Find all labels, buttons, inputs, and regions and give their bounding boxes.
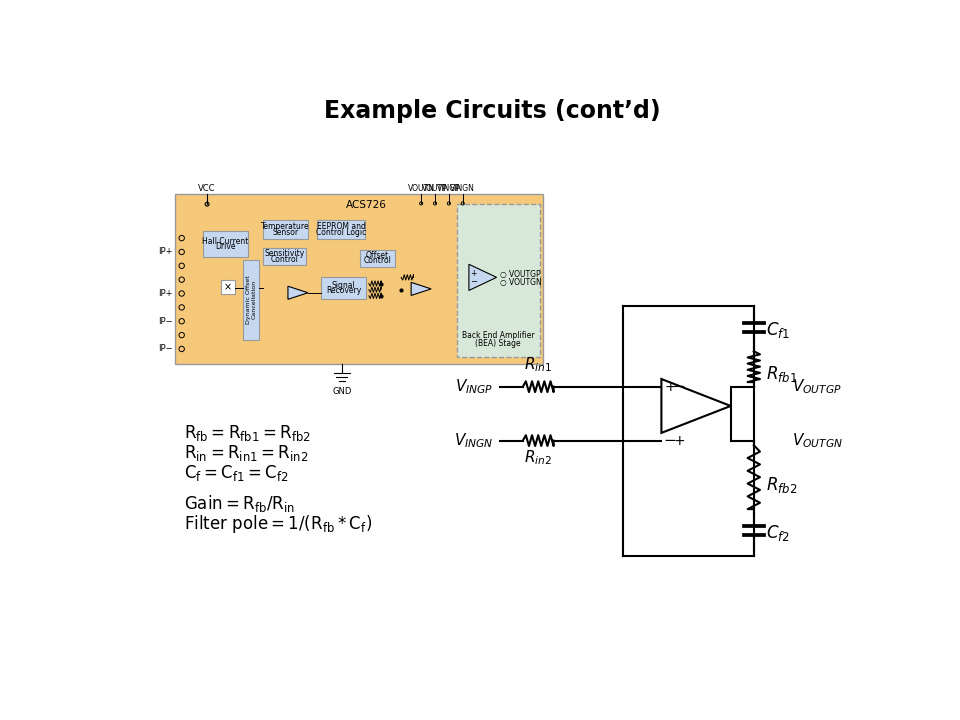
Text: $R_{fb1}$: $R_{fb1}$ <box>766 364 798 384</box>
Text: ACS726: ACS726 <box>346 200 387 210</box>
Text: Dynamic Offset
Cancellation: Dynamic Offset Cancellation <box>246 275 256 324</box>
Text: Recovery: Recovery <box>325 287 361 295</box>
FancyBboxPatch shape <box>263 220 308 239</box>
Text: Drive: Drive <box>215 242 236 251</box>
Text: $\mathregular{Gain = R_{fb}/R_{in}}$: $\mathregular{Gain = R_{fb}/R_{in}}$ <box>184 493 296 514</box>
Text: −: − <box>470 276 477 286</box>
Text: VINGN: VINGN <box>450 184 475 193</box>
Text: $C_{f1}$: $C_{f1}$ <box>766 320 790 340</box>
Text: −: − <box>663 433 676 448</box>
FancyBboxPatch shape <box>263 248 306 265</box>
FancyBboxPatch shape <box>221 280 235 294</box>
Text: Offset: Offset <box>366 251 389 260</box>
Text: $V_{INGN}$: $V_{INGN}$ <box>454 431 493 450</box>
Text: VINGP: VINGP <box>437 184 461 193</box>
Polygon shape <box>411 282 431 295</box>
Text: $R_{in1}$: $R_{in1}$ <box>524 356 552 374</box>
FancyBboxPatch shape <box>204 231 248 256</box>
Text: $\mathregular{R_{in} = R_{in1} = R_{in2}}$: $\mathregular{R_{in} = R_{in1} = R_{in2}… <box>184 443 308 463</box>
FancyBboxPatch shape <box>175 194 542 364</box>
Text: Back End Amplifier: Back End Amplifier <box>462 330 535 340</box>
Text: (BEA) Stage: (BEA) Stage <box>475 339 521 348</box>
Text: $R_{in2}$: $R_{in2}$ <box>524 449 552 467</box>
Polygon shape <box>288 287 308 300</box>
Text: Control: Control <box>271 255 299 264</box>
Text: Signal: Signal <box>331 281 355 289</box>
Text: $V_{INGP}$: $V_{INGP}$ <box>455 377 493 396</box>
Text: IP−: IP− <box>157 344 173 354</box>
Text: $V_{OUTGP}$: $V_{OUTGP}$ <box>792 377 842 396</box>
Text: GND: GND <box>332 387 351 396</box>
Text: +: + <box>470 269 477 278</box>
Text: Hall Current: Hall Current <box>203 236 249 246</box>
Text: $\mathregular{C_f = C_{f1} = C_{f2}}$: $\mathregular{C_f = C_{f1} = C_{f2}}$ <box>184 463 289 483</box>
Text: Sensitivity: Sensitivity <box>265 249 305 258</box>
Text: ○ VOUTGP: ○ VOUTGP <box>500 270 540 279</box>
Text: IP+: IP+ <box>158 289 173 298</box>
Text: ×: × <box>224 282 232 292</box>
FancyBboxPatch shape <box>360 250 395 266</box>
FancyBboxPatch shape <box>457 204 540 356</box>
Text: −: − <box>673 379 685 394</box>
Text: VOUTN: VOUTN <box>408 184 435 193</box>
Text: VOUTP: VOUTP <box>422 184 448 193</box>
Text: EEPROM and: EEPROM and <box>317 222 366 231</box>
Text: +: + <box>664 379 676 394</box>
Text: IP−: IP− <box>157 317 173 325</box>
Text: IP+: IP+ <box>158 248 173 256</box>
Text: Temperature: Temperature <box>261 222 310 231</box>
Text: ○ VOUTGN: ○ VOUTGN <box>500 278 541 287</box>
Text: Sensor: Sensor <box>273 228 299 237</box>
Text: $R_{fb2}$: $R_{fb2}$ <box>766 475 798 495</box>
Text: +: + <box>673 433 684 448</box>
Text: $\mathregular{R_{fb} = R_{fb1} = R_{fb2}}$: $\mathregular{R_{fb} = R_{fb1} = R_{fb2}… <box>184 423 311 443</box>
Text: $C_{f2}$: $C_{f2}$ <box>766 523 790 543</box>
Text: $V_{OUTGN}$: $V_{OUTGN}$ <box>792 431 844 450</box>
Text: Example Circuits (cont’d): Example Circuits (cont’d) <box>324 99 660 123</box>
FancyBboxPatch shape <box>317 220 365 239</box>
FancyBboxPatch shape <box>321 277 366 299</box>
Polygon shape <box>468 264 496 290</box>
Text: $\mathregular{Filter\ pole = 1/(R_{fb}*C_f)}$: $\mathregular{Filter\ pole = 1/(R_{fb}*C… <box>184 513 372 535</box>
FancyBboxPatch shape <box>243 260 259 341</box>
Text: Control Logic: Control Logic <box>316 228 366 237</box>
Text: VCC: VCC <box>199 184 216 193</box>
Text: Control: Control <box>363 256 392 266</box>
